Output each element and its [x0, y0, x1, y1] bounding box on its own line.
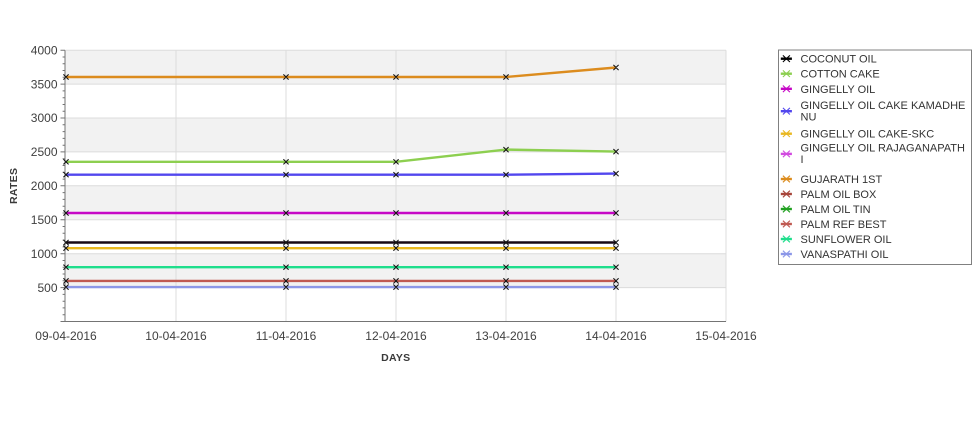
svg-text:DAYS: DAYS	[381, 352, 410, 364]
svg-text:PALM REF BEST: PALM REF BEST	[801, 219, 887, 231]
svg-text:1000: 1000	[31, 247, 58, 261]
svg-text:COCONUT OIL: COCONUT OIL	[801, 54, 877, 66]
svg-text:3500: 3500	[31, 77, 58, 91]
svg-text:11-04-2016: 11-04-2016	[256, 329, 317, 343]
svg-text:PALM OIL TIN: PALM OIL TIN	[801, 204, 871, 216]
svg-text:GINGELLY OIL CAKE KAMADHE: GINGELLY OIL CAKE KAMADHE	[801, 100, 966, 112]
svg-text:I: I	[801, 154, 804, 166]
svg-text:GINGELLY OIL RAJAGANAPATH: GINGELLY OIL RAJAGANAPATH	[801, 143, 965, 155]
svg-text:2000: 2000	[31, 179, 58, 193]
svg-text:2500: 2500	[31, 145, 58, 159]
svg-text:VANASPATHI OIL: VANASPATHI OIL	[801, 249, 889, 261]
svg-text:GINGELLY OIL: GINGELLY OIL	[801, 84, 876, 96]
svg-text:GINGELLY OIL CAKE-SKC: GINGELLY OIL CAKE-SKC	[801, 129, 935, 141]
svg-text:1500: 1500	[31, 213, 58, 227]
svg-text:500: 500	[37, 281, 57, 295]
svg-text:COTTON CAKE: COTTON CAKE	[801, 69, 880, 81]
svg-text:14-04-2016: 14-04-2016	[585, 329, 647, 343]
svg-text:3000: 3000	[31, 111, 58, 125]
svg-text:NU: NU	[801, 111, 817, 123]
svg-text:GUJARATH 1ST: GUJARATH 1ST	[801, 174, 883, 186]
svg-text:SUNFLOWER OIL: SUNFLOWER OIL	[801, 234, 892, 246]
svg-text:4000: 4000	[31, 43, 58, 57]
svg-text:15-04-2016: 15-04-2016	[695, 329, 757, 343]
svg-text:PALM OIL BOX: PALM OIL BOX	[801, 189, 877, 201]
svg-text:09-04-2016: 09-04-2016	[35, 329, 97, 343]
svg-text:12-04-2016: 12-04-2016	[365, 329, 427, 343]
svg-text:RATES: RATES	[8, 168, 20, 204]
svg-text:13-04-2016: 13-04-2016	[475, 329, 537, 343]
svg-text:10-04-2016: 10-04-2016	[145, 329, 207, 343]
